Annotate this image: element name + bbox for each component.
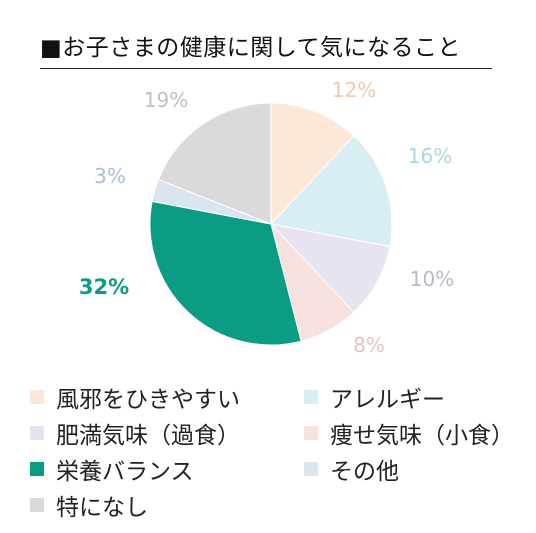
- legend-item: 栄養バランス: [30, 452, 194, 486]
- legend-label: 痩せ気味（小食）: [330, 423, 514, 449]
- chart-title-container: ■お子さまの健康に関して気になること: [40, 28, 492, 69]
- legend-label: その他: [330, 459, 399, 485]
- legend-swatch: [30, 498, 44, 512]
- legend-swatch: [304, 426, 318, 440]
- pie-slice: [270, 102, 355, 226]
- data-label: 32%: [79, 275, 129, 299]
- data-label: 19%: [144, 88, 188, 112]
- legend-item: 特になし: [30, 488, 148, 522]
- legend-swatch: [30, 462, 44, 476]
- pie-slice: [149, 200, 302, 346]
- legend-swatch: [30, 390, 44, 404]
- pie-slice: [269, 223, 391, 313]
- legend-item: アレルギー: [304, 380, 445, 414]
- legend-swatch: [30, 426, 44, 440]
- data-label: 10%: [410, 267, 454, 291]
- legend-swatch: [304, 390, 318, 404]
- chart-title: ■お子さまの健康に関して気になること: [40, 35, 462, 61]
- legend-label: アレルギー: [330, 387, 445, 413]
- data-label: 12%: [332, 78, 376, 102]
- legend-label: 肥満気味（過食）: [56, 423, 240, 449]
- pie-slice: [157, 102, 272, 225]
- legend-item: その他: [304, 452, 399, 486]
- data-label: 16%: [408, 144, 452, 168]
- legend-item: 痩せ気味（小食）: [304, 416, 514, 450]
- pie-slice: [270, 135, 393, 248]
- legend-label: 風邪をひきやすい: [56, 387, 240, 413]
- legend-label: 特になし: [56, 495, 148, 521]
- legend-label: 栄養バランス: [56, 459, 194, 485]
- data-label: 3%: [94, 164, 126, 188]
- legend-item: 肥満気味（過食）: [30, 416, 240, 450]
- data-label: 8%: [353, 333, 385, 357]
- legend-swatch: [304, 462, 318, 476]
- legend-item: 風邪をひきやすい: [30, 380, 240, 414]
